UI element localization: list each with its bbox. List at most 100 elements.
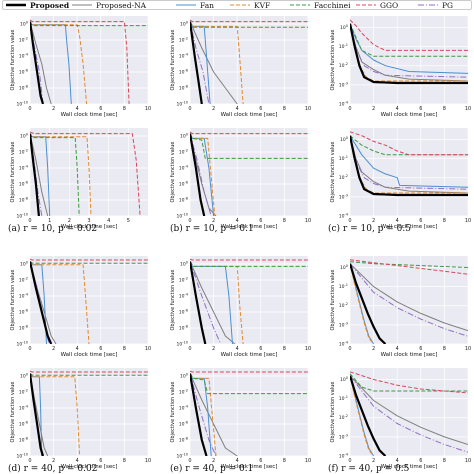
x-tick-label: 0 [188,458,191,464]
series-line-pg [190,261,222,344]
y-tick-label: 10-1 [339,395,348,402]
x-axis-label: Wall clock time [sec] [61,112,118,118]
series-line-proposed-na [350,135,468,194]
x-tick-label: 8 [283,106,286,112]
y-tick-label: 10-2 [179,149,188,156]
series-line-proposed [30,261,53,344]
y-tick-label: 10-6 [19,181,28,188]
y-axis-label: Objective function value [170,270,176,331]
y-tick-label: 10-4 [19,53,29,60]
legend-label: GGO [380,1,398,10]
x-tick-label: 8 [123,106,126,112]
series-line-proposed [350,263,387,344]
legend-item-fan: Fan [176,1,214,10]
x-tick-label: 4 [76,346,79,352]
series-line-ggo [30,131,141,216]
series-line-kvf [350,375,374,456]
x-tick-label: 0 [28,346,31,352]
y-axis-label: Objective function value [330,30,336,91]
plot-area [30,368,148,456]
series-line-ggo [350,19,468,51]
x-tick-label: 8 [283,346,286,352]
series-line-proposed-na [30,133,49,216]
x-tick-label: 4 [396,458,399,464]
y-tick-label: 10-2 [179,37,188,44]
y-tick-label: 10-6 [179,309,188,316]
x-tick-label: 2 [212,218,215,224]
y-tick-label: 10-2 [339,302,348,309]
caption-a: (a) r = 10, p = 0.02 [8,224,98,234]
y-tick-label: 10-10 [17,101,28,108]
series-line-ggo [350,371,468,394]
x-tick-label: 4 [236,346,239,352]
y-axis-label: Objective function value [170,382,176,443]
panel-0: 0 2 4 6 8 10 100 10-2 10-4 10-6 10-8 10-10 Wall cloc… [10,16,151,118]
plot-area [350,16,468,104]
x-tick-label: 4 [236,106,239,112]
legend-label: PG [442,1,453,10]
y-axis-label: Objective function value [10,270,16,331]
y-tick-label: 10-10 [177,341,188,348]
series-line-fan [350,135,468,188]
series-line-proposed [190,133,206,216]
plot-area [190,256,308,344]
series-line-pg [350,375,468,453]
x-tick-label: 2 [212,458,215,464]
y-tick-label: 10-10 [177,213,188,220]
panel-8: 0 2 4 6 8 10 100 10-1 10-2 10-3 10-4 Wall clock tim… [330,256,471,358]
series-line-kvf [350,263,374,344]
series-line-proposed [30,133,40,216]
y-tick-label: 100 [20,133,28,140]
x-tick-label: 0 [28,458,31,464]
x-tick-label: 0 [348,218,351,224]
y-tick-label: 10-6 [179,181,188,188]
x-tick-label: 10 [305,346,311,352]
y-tick-label: 10-4 [339,213,349,220]
legend-item-ggo: GGO [356,1,398,10]
x-tick-label: 6 [99,106,102,112]
y-tick-label: 10-4 [19,405,29,412]
x-tick-label: 0 [28,106,31,112]
x-tick-label: 2 [52,346,55,352]
y-tick-label: 10-2 [19,149,28,156]
y-tick-label: 10-4 [179,165,189,172]
x-tick-label: 4 [396,346,399,352]
legend-item-kvf: KVF [230,1,270,10]
x-tick-label: 2 [68,218,71,224]
x-tick-label: 4 [236,218,239,224]
series-line-proposed [190,261,207,344]
y-tick-label: 10-3 [339,321,348,328]
x-tick-label: 10 [465,218,471,224]
plot-area [350,128,468,216]
x-tick-label: 6 [259,458,262,464]
x-tick-label: 10 [305,458,311,464]
x-tick-label: 6 [419,346,422,352]
x-axis-label: Wall clock time [sec] [381,112,438,118]
x-tick-label: 4 [236,458,239,464]
series-line-proposed-na [190,261,236,344]
x-axis-label: Wall clock time [sec] [61,464,118,470]
y-axis-label: Objective function value [10,382,16,443]
panel-1: 0 2 4 6 8 10 100 10-2 10-4 10-6 10-8 10-10 Wall cloc… [170,16,311,118]
x-axis-label: Wall clock time [sec] [61,224,118,230]
series-line-ggo [190,131,308,135]
y-tick-label: 100 [180,261,188,268]
panel-2: 0 2 4 6 8 10 100 10-1 10-2 10-3 10-4 Wall clock tim… [330,16,471,118]
y-tick-label: 10-1 [339,43,348,50]
legend-label: Fan [200,1,214,10]
panel-9: 0 2 4 6 8 10 100 10-2 10-4 10-6 10-8 10-10 Wall cloc… [10,368,151,470]
x-tick-label: 0 [348,106,351,112]
x-axis-label: Wall clock time [sec] [221,224,278,230]
series-line-fan [350,23,468,74]
y-tick-label: 100 [340,24,348,31]
x-tick-label: 0 [188,218,191,224]
x-tick-label: 0 [188,106,191,112]
series-line-pg [190,21,210,104]
y-axis-label: Objective function value [10,142,16,203]
series-line-proposed [30,373,45,456]
x-axis-label: Wall clock time [sec] [221,352,278,358]
y-tick-label: 10-2 [179,389,188,396]
series-line-ggo [350,131,468,156]
x-tick-label: 8 [283,458,286,464]
